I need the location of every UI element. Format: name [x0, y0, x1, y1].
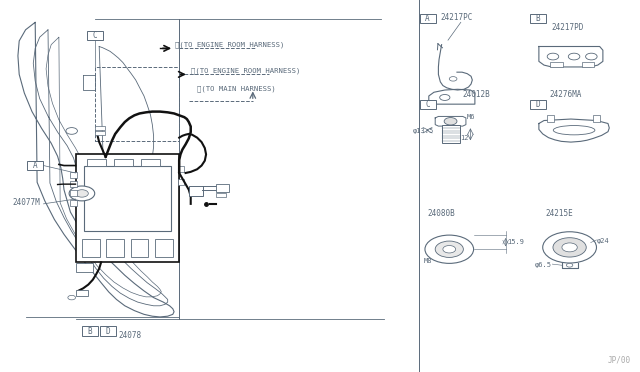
- Bar: [442, 125, 460, 143]
- Text: φ24: φ24: [597, 238, 610, 244]
- Text: φ6.5: φ6.5: [535, 262, 552, 268]
- Circle shape: [562, 243, 577, 252]
- Bar: [216, 184, 229, 192]
- Text: 24217PD: 24217PD: [552, 23, 584, 32]
- Circle shape: [547, 53, 559, 60]
- Bar: [87, 159, 106, 166]
- Text: D: D: [535, 100, 540, 109]
- Circle shape: [435, 241, 463, 257]
- Circle shape: [425, 235, 474, 263]
- Bar: [70, 200, 77, 206]
- Text: B: B: [87, 327, 92, 336]
- Bar: [70, 181, 77, 187]
- Text: A: A: [33, 161, 38, 170]
- Text: 24217PC: 24217PC: [440, 13, 473, 22]
- Circle shape: [68, 295, 76, 300]
- Bar: [550, 62, 563, 67]
- Bar: [76, 263, 93, 272]
- Circle shape: [444, 118, 457, 125]
- Bar: [84, 166, 171, 231]
- Bar: [547, 115, 554, 122]
- Bar: [82, 239, 100, 257]
- Circle shape: [543, 232, 596, 263]
- Text: C: C: [92, 31, 97, 40]
- Bar: [593, 115, 600, 122]
- Bar: [27, 161, 44, 170]
- Text: 15.9: 15.9: [507, 239, 524, 245]
- Bar: [420, 14, 436, 23]
- Text: 24215E: 24215E: [545, 209, 573, 218]
- Bar: [131, 239, 148, 257]
- Bar: [95, 67, 179, 141]
- Bar: [114, 159, 133, 166]
- Bar: [530, 100, 545, 109]
- Text: 12: 12: [460, 135, 468, 141]
- Bar: [82, 327, 97, 336]
- Circle shape: [440, 94, 450, 100]
- Text: Ⓖ(TO MAIN HARNESS): Ⓖ(TO MAIN HARNESS): [197, 85, 276, 92]
- Bar: [70, 190, 77, 196]
- Text: D: D: [105, 327, 110, 336]
- Circle shape: [66, 128, 77, 134]
- Bar: [155, 239, 173, 257]
- Text: 24080B: 24080B: [428, 209, 455, 218]
- Bar: [86, 31, 102, 40]
- Circle shape: [69, 186, 95, 201]
- Bar: [216, 193, 226, 197]
- Bar: [530, 14, 545, 23]
- Text: C: C: [425, 100, 430, 109]
- Bar: [70, 172, 77, 178]
- Bar: [106, 239, 124, 257]
- Circle shape: [568, 53, 580, 60]
- Text: JP/00: JP/00: [607, 356, 630, 365]
- Text: Ⓑ(TO ENGINE ROOM HARNESS): Ⓑ(TO ENGINE ROOM HARNESS): [191, 67, 300, 74]
- Bar: [100, 327, 115, 336]
- Text: 24276MA: 24276MA: [549, 90, 582, 99]
- Circle shape: [566, 263, 573, 267]
- Circle shape: [443, 246, 456, 253]
- Bar: [420, 100, 436, 109]
- Bar: [189, 186, 203, 196]
- Circle shape: [553, 238, 586, 257]
- Bar: [95, 126, 105, 130]
- Text: φ13.5: φ13.5: [413, 128, 434, 134]
- Text: M6: M6: [467, 115, 476, 121]
- Text: 24012B: 24012B: [462, 90, 490, 99]
- Bar: [76, 154, 179, 262]
- Text: B: B: [535, 14, 540, 23]
- Text: 24078: 24078: [118, 331, 141, 340]
- Text: M8: M8: [424, 259, 432, 264]
- Circle shape: [76, 190, 88, 197]
- Text: A: A: [425, 14, 430, 23]
- Bar: [141, 159, 160, 166]
- Bar: [178, 166, 184, 172]
- Text: 24077M: 24077M: [13, 198, 40, 207]
- Bar: [178, 179, 184, 185]
- Circle shape: [586, 53, 597, 60]
- Bar: [582, 62, 594, 67]
- Text: Ⓐ(TO ENGINE ROOM HARNESS): Ⓐ(TO ENGINE ROOM HARNESS): [175, 41, 285, 48]
- Ellipse shape: [554, 126, 595, 135]
- Bar: [95, 131, 105, 135]
- Circle shape: [449, 77, 457, 81]
- Bar: [76, 290, 88, 296]
